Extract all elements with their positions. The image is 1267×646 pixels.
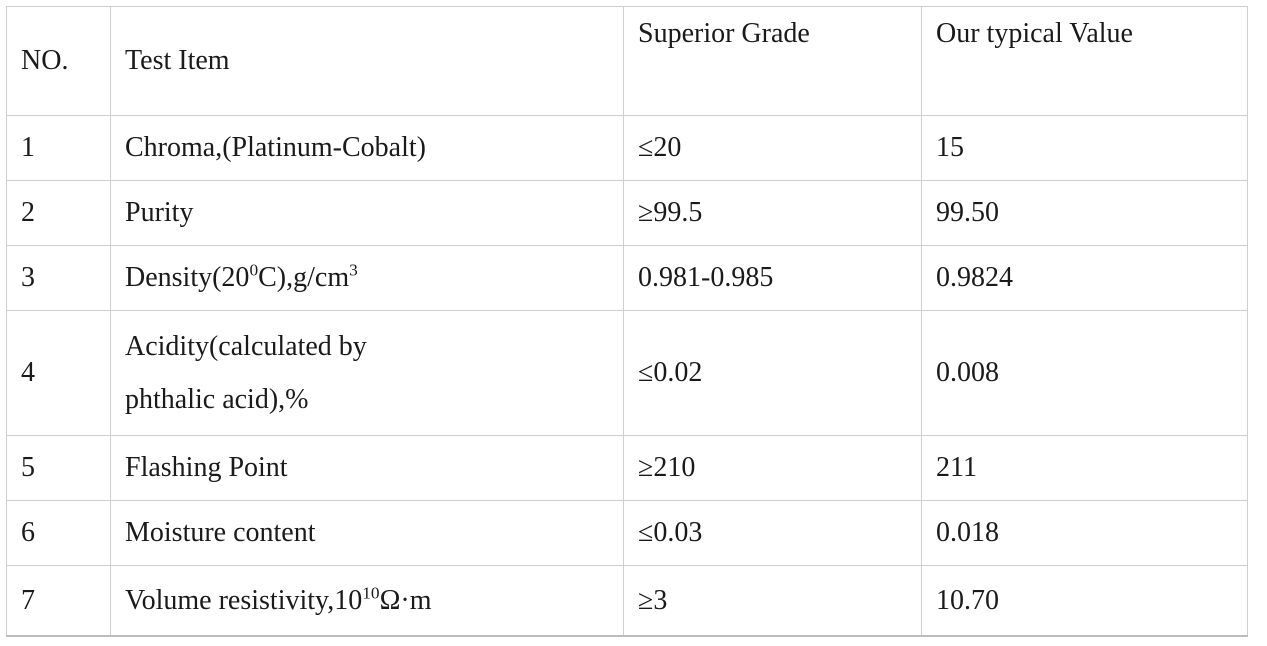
superscript: 10 [362,583,380,603]
cell-test-item: Chroma,(Platinum-Cobalt) [110,115,624,181]
cell-row-number: 2 [6,180,111,246]
text-run: Volume resistivity,10 [125,584,363,616]
text-run: Flashing Point [125,452,288,484]
table-header: NO. Test Item Superior Grade Our typical… [6,6,1248,116]
superscript: 0 [249,261,259,281]
cell-row-number: 6 [6,500,111,566]
table-row: 2 Purity ≥99.5 99.50 [6,180,1248,246]
text-run: Chroma,(Platinum-Cobalt) [125,132,426,164]
text-run: Density(20 [125,262,250,294]
cell-row-number: 3 [6,245,111,311]
spec-table: NO. Test Item Superior Grade Our typical… [6,6,1248,637]
text-run: Purity [125,197,194,229]
cell-typical-value: 0.018 [921,500,1248,566]
table-body: 1 Chroma,(Platinum-Cobalt) ≤20 15 2 Purity ≥99… [6,115,1248,637]
cell-superior-grade: ≤0.03 [623,500,922,566]
table-row: 4 Acidity(calculated by phthalic acid),% ≤0… [6,310,1248,436]
superscript: 3 [349,261,358,281]
cell-typical-value: 10.70 [921,565,1248,637]
text-run: C),g/cm [258,262,350,294]
cell-superior-grade: ≥210 [623,435,922,501]
header-row: NO. Test Item Superior Grade Our typical… [6,6,1248,116]
cell-superior-grade: ≥99.5 [623,180,922,246]
cell-row-number: 1 [6,115,111,181]
table-row: 7 Volume resistivity,1010Ω·m ≥3 10.70 [6,565,1248,637]
table-row: 5 Flashing Point ≥210 211 [6,435,1248,501]
cell-typical-value: 0.008 [921,310,1248,436]
cell-typical-value: 0.9824 [921,245,1248,311]
table-row: 1 Chroma,(Platinum-Cobalt) ≤20 15 [6,115,1248,181]
cell-row-number: 7 [6,565,111,637]
cell-test-item: Flashing Point [110,435,624,501]
cell-test-item: Acidity(calculated by phthalic acid),% [110,310,624,436]
text-run: Moisture content [125,517,316,549]
cell-superior-grade: ≥3 [623,565,922,637]
cell-test-item: Volume resistivity,1010Ω·m [110,565,624,637]
cell-test-item: Purity [110,180,624,246]
text-run: phthalic acid),% [125,384,309,415]
cell-typical-value: 211 [921,435,1248,501]
column-header-no: NO. [6,6,111,116]
cell-typical-value: 99.50 [921,180,1248,246]
column-header-test-item: Test Item [110,6,624,116]
cell-superior-grade: 0.981-0.985 [623,245,922,311]
text-run: Acidity(calculated by [125,330,367,362]
table-row: 6 Moisture content ≤0.03 0.018 [6,500,1248,566]
cell-row-number: 5 [6,435,111,501]
table-row: 3 Density(200C),g/cm3 0.981-0.985 0.9824 [6,245,1248,311]
column-header-typical-value: Our typical Value [921,6,1248,116]
cell-row-number: 4 [6,310,111,436]
cell-superior-grade: ≤20 [623,115,922,181]
page: NO. Test Item Superior Grade Our typical… [0,6,1267,637]
cell-typical-value: 15 [921,115,1248,181]
column-header-superior-grade: Superior Grade [623,6,922,116]
cell-test-item: Moisture content [110,500,624,566]
cell-test-item: Density(200C),g/cm3 [110,245,624,311]
text-run: Ω·m [379,584,432,616]
cell-superior-grade: ≤0.02 [623,310,922,436]
